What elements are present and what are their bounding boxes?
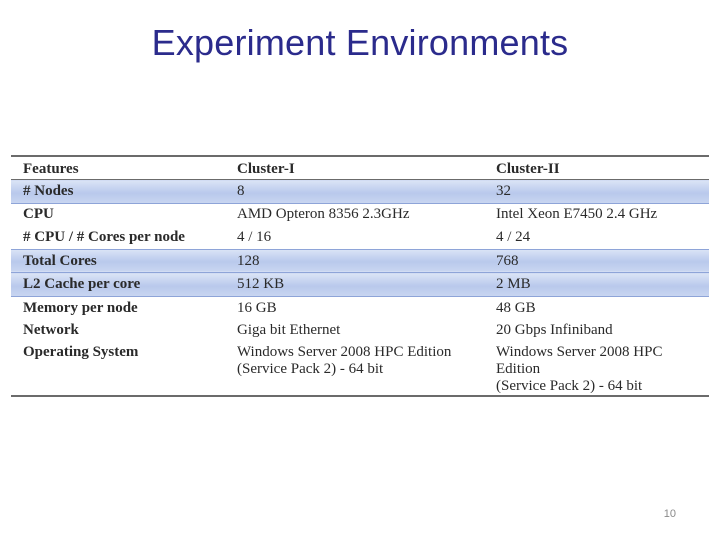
table-row-l2-cache: L2 Cache per core 512 KB 2 MB: [11, 272, 709, 297]
cluster-2-cell: 48 GB: [496, 299, 536, 316]
feature-cell: Total Cores: [11, 248, 225, 274]
table-row-cpu-cores: # CPU / # Cores per node 4 / 16 4 / 24: [11, 226, 709, 249]
cluster-1-cell: AMD Opteron 8356 2.3GHz: [237, 206, 410, 223]
cluster-2-cell: 4 / 24: [496, 228, 531, 245]
header-cluster-1: Cluster-I: [225, 156, 484, 180]
table-row-network: Network Giga bit Ethernet 20 Gbps Infini…: [11, 320, 709, 343]
feature-cell: # CPU / # Cores per node: [23, 228, 185, 245]
header-features: Features: [11, 156, 225, 180]
cluster-2-cell: Windows Server 2008 HPC Edition (Service…: [484, 342, 709, 396]
cluster-2-cell: 32: [484, 179, 709, 204]
os-line-2: (Service Pack 2) - 64 bit: [496, 378, 643, 395]
cluster-1-cell: 8: [225, 179, 484, 204]
table-row-os: Operating System Windows Server 2008 HPC…: [11, 342, 709, 396]
cluster-1-cell: Giga bit Ethernet: [237, 322, 341, 339]
cluster-2-cell: 768: [484, 248, 709, 274]
feature-cell: Operating System: [23, 344, 139, 361]
table-row-total-cores: Total Cores 128 768: [11, 248, 709, 274]
feature-cell: # Nodes: [11, 179, 225, 204]
header-cluster-2: Cluster-II: [484, 156, 709, 180]
feature-cell: Memory per node: [23, 299, 138, 316]
slide-title: Experiment Environments: [151, 22, 569, 63]
table-row-memory: Memory per node 16 GB 48 GB: [11, 296, 709, 319]
cluster-2-cell: 2 MB: [484, 272, 709, 297]
feature-cell: L2 Cache per core: [11, 272, 225, 297]
cluster-1-cell: 16 GB: [237, 299, 277, 316]
os-line-1: Windows Server 2008 HPC Edition: [496, 344, 663, 378]
cluster-2-cell: Intel Xeon E7450 2.4 GHz: [496, 206, 658, 223]
feature-cell: Network: [23, 322, 79, 339]
table-row-cpu: CPU AMD Opteron 8356 2.3GHz Intel Xeon E…: [11, 203, 709, 226]
cluster-spec-table: Features Cluster-I Cluster-II # Nodes 8 …: [11, 155, 709, 398]
page-number: 10: [663, 508, 676, 520]
table-header-row: Features Cluster-I Cluster-II: [11, 156, 709, 180]
os-line-1: Windows Server 2008 HPC Edition: [237, 344, 452, 361]
cluster-1-cell: 4 / 16: [237, 228, 272, 245]
cluster-1-cell: Windows Server 2008 HPC Edition (Service…: [225, 342, 484, 396]
table-row-nodes: # Nodes 8 32: [11, 179, 709, 204]
feature-cell: CPU: [23, 206, 54, 223]
cluster-1-cell: 128: [225, 248, 484, 274]
cluster-2-cell: 20 Gbps Infiniband: [496, 322, 613, 339]
os-line-2: (Service Pack 2) - 64 bit: [237, 361, 384, 378]
cluster-1-cell: 512 KB: [225, 272, 484, 297]
